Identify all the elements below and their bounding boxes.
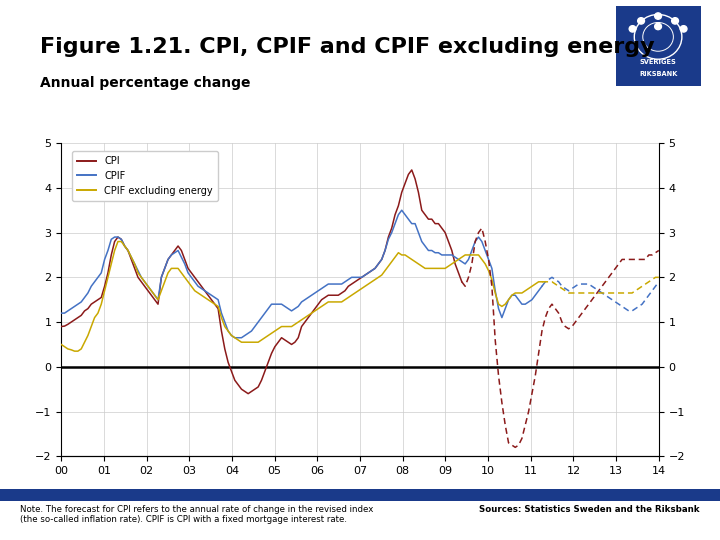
Circle shape — [654, 23, 662, 30]
Text: SVERIGES: SVERIGES — [639, 59, 677, 65]
Legend: CPI, CPIF, CPIF excluding energy: CPI, CPIF, CPIF excluding energy — [72, 151, 217, 200]
Text: Note. The forecast for CPI refers to the annual rate of change in the revised in: Note. The forecast for CPI refers to the… — [20, 505, 374, 524]
Circle shape — [629, 26, 636, 32]
Text: Sources: Statistics Sweden and the Riksbank: Sources: Statistics Sweden and the Riksb… — [480, 505, 700, 514]
Circle shape — [654, 13, 662, 19]
Circle shape — [672, 18, 678, 24]
Circle shape — [638, 18, 644, 24]
Text: RIKSBANK: RIKSBANK — [639, 71, 678, 77]
Text: Annual percentage change: Annual percentage change — [40, 76, 250, 90]
Text: Figure 1.21. CPI, CPIF and CPIF excluding energy: Figure 1.21. CPI, CPIF and CPIF excludin… — [40, 37, 654, 57]
Circle shape — [680, 26, 687, 32]
